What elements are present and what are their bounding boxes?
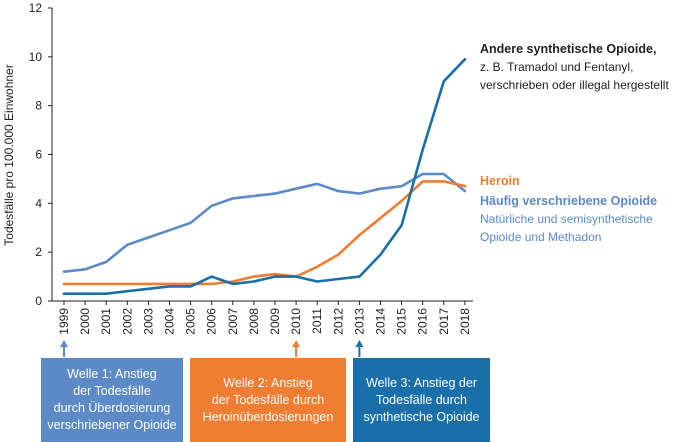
x-tick-label: 2017: [437, 308, 451, 335]
y-tick-label: 4: [35, 196, 42, 210]
x-tick-label: 2000: [78, 308, 92, 335]
x-tick-label: 2011: [310, 308, 324, 334]
legend-series-name: Häufig verschriebene Opioide: [480, 194, 657, 208]
legend-series-description: z. B. Tramadol und Fentanyl,: [480, 60, 633, 74]
x-tick-label: 2014: [374, 308, 388, 335]
y-tick-label: 10: [29, 50, 43, 64]
x-tick-label: 2013: [352, 308, 366, 335]
wave-2-box: Welle 2: Anstieg der Todesfälle durch He…: [190, 358, 346, 442]
wave-arrow-head: [60, 340, 68, 347]
x-tick-label: 2012: [331, 308, 345, 335]
series-lines: [62, 57, 467, 296]
x-tick-label: 2016: [416, 308, 430, 335]
legend-series-description: Opioide und Methadon: [480, 230, 601, 244]
legend-series-name: Heroin: [480, 174, 520, 188]
wave-arrow-head: [292, 340, 301, 347]
x-tick-label: 2007: [226, 308, 240, 335]
wave-2-label: Welle 2: Anstieg der Todesfälle durch He…: [202, 375, 334, 424]
wave-3-label: Welle 3: Anstieg der Todesfälle durch sy…: [363, 375, 480, 424]
series-line-1: [62, 180, 467, 286]
wave-arrow-head: [355, 340, 364, 347]
legend-series-description: verschrieben oder illegal hergestellt: [480, 78, 669, 92]
legend: Andere synthetische Opioide, z. B. Tramad…: [480, 42, 669, 244]
x-tick-label: 2006: [205, 308, 219, 335]
series-line-0: [62, 57, 467, 296]
series-line-2: [62, 172, 467, 274]
x-tick-label: 2009: [268, 308, 282, 335]
x-tick-label: 2015: [395, 308, 409, 335]
legend-series-name: Andere synthetische Opioide,: [480, 42, 656, 56]
wave-1-label: Welle 1: Anstieg der Todesfälle durch Üb…: [47, 367, 177, 432]
wave-1-box: Welle 1: Anstieg der Todesfälle durch Üb…: [41, 358, 183, 442]
wave-arrows: [60, 340, 364, 357]
x-tick-label: 2003: [141, 308, 155, 335]
x-tick-label: 1999: [57, 308, 71, 335]
y-tick-label: 12: [29, 1, 43, 15]
x-tick-label: 2002: [120, 308, 134, 335]
x-tick-label: 2001: [99, 308, 113, 335]
legend-series-description: Natürliche und semisynthetische: [480, 212, 653, 226]
y-tick-label: 6: [35, 148, 42, 162]
wave-3-box: Welle 3: Anstieg der Todesfälle durch sy…: [353, 358, 490, 442]
x-tick-label: 2018: [458, 308, 472, 335]
y-tick-label: 2: [35, 245, 42, 259]
axes: 0 2 4 6 8 10 12 1999 2000 2001 2002 2003 2004 2005 200…: [29, 1, 473, 335]
x-tick-label: 2008: [247, 308, 261, 335]
x-tick-label: 2004: [163, 308, 177, 335]
y-tick-label: 8: [35, 99, 42, 113]
x-tick-label: 2005: [184, 308, 198, 335]
y-axis-label: Todesfälle pro 100.000 Einwohner: [2, 64, 16, 245]
x-tick-label: 2010: [289, 308, 303, 335]
y-tick-label: 0: [35, 294, 42, 308]
